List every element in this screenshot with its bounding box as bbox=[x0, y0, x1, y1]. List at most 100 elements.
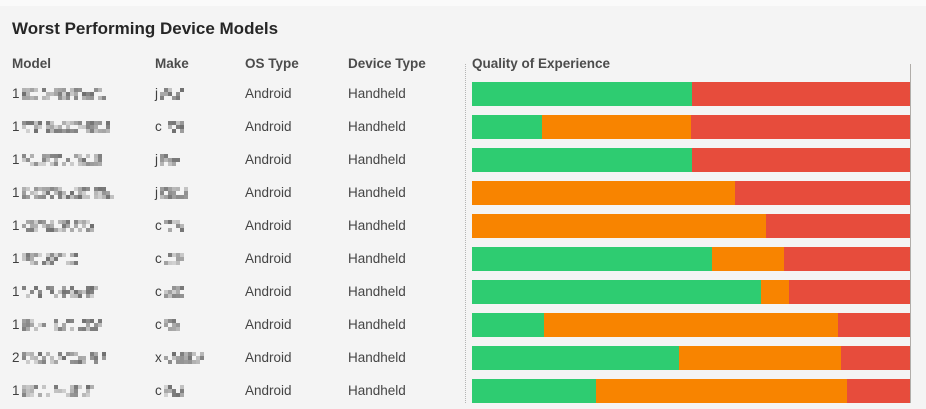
qoe-good-segment[interactable] bbox=[472, 246, 712, 271]
device-type-cell: Handheld bbox=[348, 218, 406, 233]
model-prefix-text: 1 bbox=[12, 218, 20, 233]
qoe-cell bbox=[472, 114, 911, 139]
qoe-poor-segment[interactable] bbox=[783, 246, 911, 271]
model-cell: 1 bbox=[12, 284, 155, 299]
qoe-poor-segment[interactable] bbox=[846, 378, 911, 403]
model-cell: 1 bbox=[12, 383, 155, 398]
make-prefix-text: c bbox=[155, 317, 162, 332]
os-type-cell: Android bbox=[245, 383, 292, 398]
qoe-fair-segment[interactable] bbox=[472, 213, 767, 238]
qoe-stacked-bar[interactable] bbox=[472, 81, 911, 106]
qoe-stacked-bar[interactable] bbox=[472, 345, 911, 370]
model-prefix-text: 1 bbox=[12, 284, 20, 299]
qoe-poor-segment[interactable] bbox=[735, 180, 911, 205]
make-redacted-text bbox=[163, 318, 182, 331]
qoe-stacked-bar[interactable] bbox=[472, 213, 911, 238]
make-prefix-text: c bbox=[155, 218, 162, 233]
model-cell: 1 bbox=[12, 218, 155, 233]
model-prefix-text: 1 bbox=[12, 86, 20, 101]
qoe-stacked-bar[interactable] bbox=[472, 246, 911, 271]
qoe-poor-segment[interactable] bbox=[788, 279, 911, 304]
make-prefix-text: j bbox=[155, 185, 158, 200]
page-title: Worst Performing Device Models bbox=[12, 19, 279, 38]
device-type-cell: Handheld bbox=[348, 383, 406, 398]
qoe-stacked-bar[interactable] bbox=[472, 180, 911, 205]
qoe-fair-segment[interactable] bbox=[543, 312, 839, 337]
table-row: 1 j Android Handheld bbox=[0, 77, 926, 110]
qoe-cell bbox=[472, 180, 911, 205]
model-redacted-text bbox=[21, 285, 100, 298]
qoe-good-segment[interactable] bbox=[472, 147, 692, 172]
device-type-cell: Handheld bbox=[348, 185, 406, 200]
qoe-cell bbox=[472, 81, 911, 106]
column-header-qoe: Quality of Experience bbox=[472, 55, 611, 71]
chart-right-gridline bbox=[910, 64, 911, 403]
qoe-fair-segment[interactable] bbox=[760, 279, 789, 304]
os-type-cell: Android bbox=[245, 185, 292, 200]
qoe-cell bbox=[472, 279, 911, 304]
make-redacted-text bbox=[160, 87, 184, 100]
device-type-cell: Handheld bbox=[348, 152, 406, 167]
model-redacted-text bbox=[21, 384, 96, 397]
model-cell: 1 bbox=[12, 152, 155, 167]
qoe-poor-segment[interactable] bbox=[691, 147, 911, 172]
top-strip bbox=[0, 0, 926, 6]
qoe-fair-segment[interactable] bbox=[472, 180, 736, 205]
os-type-cell: Android bbox=[245, 86, 292, 101]
column-header-model: Model bbox=[12, 55, 51, 71]
qoe-stacked-bar[interactable] bbox=[472, 312, 911, 337]
table-row: 1 c Android Handheld bbox=[0, 374, 926, 407]
model-redacted-text bbox=[21, 186, 114, 199]
make-cell: c bbox=[155, 284, 245, 299]
column-header-make: Make bbox=[155, 55, 189, 71]
qoe-poor-segment[interactable] bbox=[691, 81, 911, 106]
qoe-good-segment[interactable] bbox=[472, 114, 543, 139]
qoe-good-segment[interactable] bbox=[472, 345, 680, 370]
qoe-good-segment[interactable] bbox=[472, 81, 692, 106]
make-redacted-text bbox=[163, 384, 184, 397]
model-prefix-text: 1 bbox=[12, 317, 20, 332]
qoe-fair-segment[interactable] bbox=[542, 114, 692, 139]
qoe-poor-segment[interactable] bbox=[691, 114, 911, 139]
column-header-os-type: OS Type bbox=[245, 55, 299, 71]
chart-left-gridline bbox=[465, 64, 466, 403]
model-redacted-text bbox=[21, 318, 104, 331]
model-prefix-text: 1 bbox=[12, 119, 20, 134]
make-prefix-text: c bbox=[155, 284, 162, 299]
device-type-cell: Handheld bbox=[348, 317, 406, 332]
table-row: 1 c Android Handheld bbox=[0, 308, 926, 341]
table-row: 1 j Android Handheld bbox=[0, 176, 926, 209]
qoe-fair-segment[interactable] bbox=[679, 345, 842, 370]
make-redacted-text bbox=[163, 351, 206, 364]
model-cell: 1 bbox=[12, 251, 155, 266]
qoe-fair-segment[interactable] bbox=[595, 378, 847, 403]
make-cell: c bbox=[155, 251, 245, 266]
table-row: 1 c Android Handheld bbox=[0, 275, 926, 308]
device-type-cell: Handheld bbox=[348, 86, 406, 101]
qoe-poor-segment[interactable] bbox=[766, 213, 911, 238]
qoe-fair-segment[interactable] bbox=[711, 246, 784, 271]
qoe-cell bbox=[472, 345, 911, 370]
model-cell: 1 bbox=[12, 86, 155, 101]
table-row: 1 c Android Handheld bbox=[0, 209, 926, 242]
qoe-poor-segment[interactable] bbox=[838, 312, 911, 337]
qoe-good-segment[interactable] bbox=[472, 378, 596, 403]
model-prefix-text: 1 bbox=[12, 251, 20, 266]
qoe-cell bbox=[472, 378, 911, 403]
os-type-cell: Android bbox=[245, 152, 292, 167]
os-type-cell: Android bbox=[245, 218, 292, 233]
os-type-cell: Android bbox=[245, 350, 292, 365]
model-prefix-text: 2 bbox=[12, 350, 20, 365]
make-cell: c bbox=[155, 218, 245, 233]
qoe-stacked-bar[interactable] bbox=[472, 279, 911, 304]
make-cell: j bbox=[155, 185, 245, 200]
make-redacted-text bbox=[163, 219, 184, 232]
qoe-stacked-bar[interactable] bbox=[472, 147, 911, 172]
qoe-stacked-bar[interactable] bbox=[472, 114, 911, 139]
model-redacted-text bbox=[21, 219, 94, 232]
qoe-good-segment[interactable] bbox=[472, 279, 761, 304]
qoe-good-segment[interactable] bbox=[472, 312, 544, 337]
qoe-stacked-bar[interactable] bbox=[472, 378, 911, 403]
qoe-poor-segment[interactable] bbox=[841, 345, 911, 370]
model-prefix-text: 1 bbox=[12, 185, 20, 200]
